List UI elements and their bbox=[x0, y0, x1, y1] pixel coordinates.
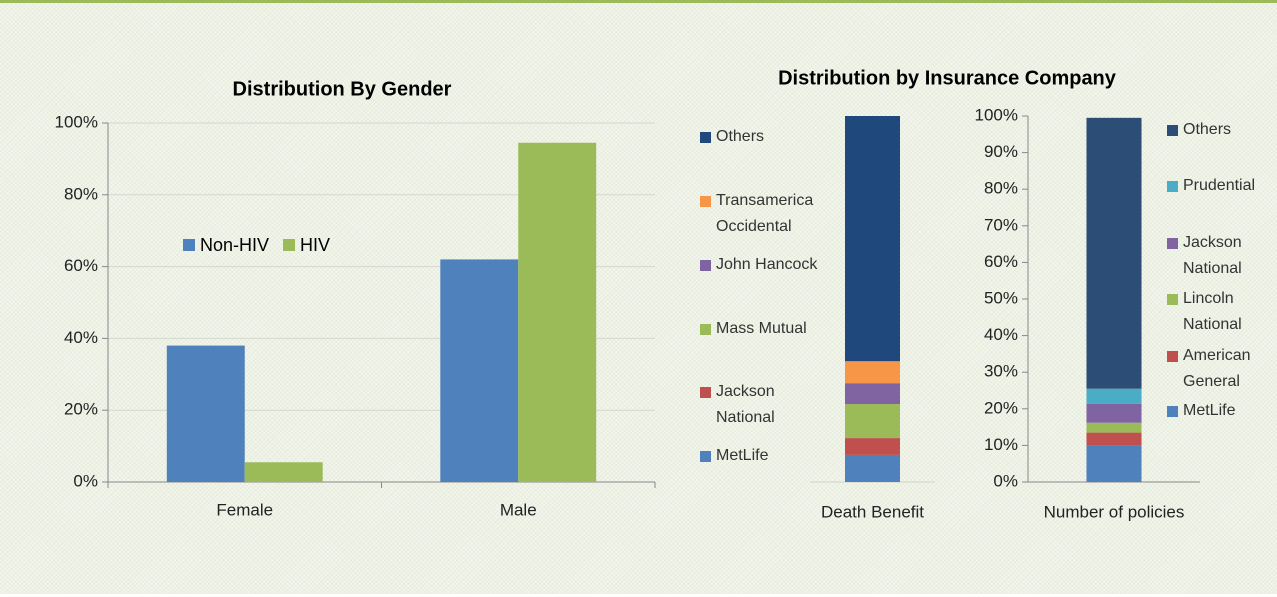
legend-label: Transamerica Occidental bbox=[716, 192, 814, 235]
legend-swatch bbox=[700, 324, 711, 335]
y-tick-label: 40% bbox=[64, 328, 98, 347]
legend-swatch bbox=[700, 132, 711, 143]
legend-label: Others bbox=[716, 128, 765, 145]
legend-swatch bbox=[700, 451, 711, 462]
legend-label: Jackson National bbox=[1183, 234, 1242, 277]
y-tick-label: 100% bbox=[975, 105, 1018, 124]
y-tick-label: 80% bbox=[64, 184, 98, 203]
legend-swatch bbox=[283, 239, 296, 251]
bar-segment bbox=[845, 383, 900, 405]
bar bbox=[166, 345, 245, 482]
bar-segment bbox=[845, 404, 900, 439]
x-tick-label: Death Benefit bbox=[821, 502, 924, 521]
x-tick-label: Number of policies bbox=[1044, 502, 1185, 521]
bar-segment bbox=[1086, 432, 1142, 446]
legend-item: Others bbox=[700, 124, 835, 150]
legend-item: Transamerica Occidental bbox=[700, 188, 835, 240]
legend-label: American General bbox=[1183, 347, 1251, 390]
legend-label: MetLife bbox=[716, 447, 769, 464]
y-tick-label: 0% bbox=[993, 471, 1018, 490]
bar bbox=[518, 142, 597, 482]
legend-swatch bbox=[1167, 351, 1178, 362]
y-tick-label: 80% bbox=[984, 179, 1018, 198]
chart-title: Distribution By Gender bbox=[233, 78, 452, 100]
legend-label: Others bbox=[1183, 121, 1232, 138]
legend-item: American General bbox=[1167, 343, 1267, 395]
legend-label: Prudential bbox=[1183, 177, 1256, 194]
bar-segment bbox=[845, 116, 900, 362]
chart-title: Distribution by Insurance Company bbox=[778, 67, 1117, 89]
bar-segment bbox=[1086, 422, 1142, 433]
legend: Non-HIV HIV bbox=[183, 232, 330, 258]
y-tick-label: 60% bbox=[984, 252, 1018, 271]
legend-item: Lincoln National bbox=[1167, 286, 1267, 338]
legend-swatch bbox=[1167, 294, 1178, 305]
y-tick-label: 20% bbox=[64, 400, 98, 419]
bar-segment bbox=[1086, 388, 1142, 404]
x-tick-label: Male bbox=[500, 500, 537, 519]
legend-label: Mass Mutual bbox=[716, 320, 807, 337]
y-tick-label: 60% bbox=[64, 256, 98, 275]
bar-segment bbox=[1086, 403, 1142, 423]
legend-item: Jackson National bbox=[1167, 230, 1267, 282]
legend-item: Non-HIV bbox=[183, 232, 269, 258]
bar-segment bbox=[845, 454, 900, 482]
y-tick-label: 50% bbox=[984, 288, 1018, 307]
legend-item: Jackson National bbox=[700, 379, 835, 431]
legend-item: Mass Mutual bbox=[700, 316, 835, 342]
bar bbox=[244, 462, 323, 482]
legend-label: Lincoln National bbox=[1183, 290, 1242, 333]
legend-swatch bbox=[183, 239, 195, 251]
legend-label: John Hancock bbox=[716, 256, 818, 273]
bar-segment bbox=[1086, 117, 1142, 389]
legend-label: HIV bbox=[300, 235, 331, 255]
bar-segment bbox=[1086, 445, 1142, 482]
legend-swatch bbox=[700, 387, 711, 398]
legend-item: HIV bbox=[283, 232, 330, 258]
legend-label: MetLife bbox=[1183, 402, 1236, 419]
bar-segment bbox=[845, 438, 900, 455]
y-tick-label: 40% bbox=[984, 325, 1018, 344]
legend-item: Prudential bbox=[1167, 173, 1267, 199]
legend-swatch bbox=[700, 260, 711, 271]
legend-item: MetLife bbox=[1167, 398, 1267, 424]
legend-swatch bbox=[700, 196, 711, 207]
bar-segment bbox=[845, 361, 900, 384]
legend-label: Non-HIV bbox=[200, 235, 270, 255]
legend-swatch bbox=[1167, 125, 1178, 136]
y-tick-label: 10% bbox=[984, 435, 1018, 454]
legend-label: Jackson National bbox=[716, 383, 775, 426]
y-tick-label: 90% bbox=[984, 142, 1018, 161]
charts: Distribution By Gender 0% 20% 40% 60% 80% 100%… bbox=[55, 67, 1200, 521]
y-tick-label: 30% bbox=[984, 362, 1018, 381]
x-tick-label: Female bbox=[216, 500, 273, 519]
y-tick-label: 20% bbox=[984, 398, 1018, 417]
legend-swatch bbox=[1167, 406, 1178, 417]
y-tick-label: 100% bbox=[55, 112, 98, 131]
legend-swatch bbox=[1167, 238, 1178, 249]
legend-item: MetLife bbox=[700, 443, 835, 469]
y-tick-label: 70% bbox=[984, 215, 1018, 234]
legend-item: Others bbox=[1167, 117, 1267, 143]
y-tick-label: 0% bbox=[73, 471, 98, 490]
legend-item: John Hancock bbox=[700, 252, 835, 278]
legend-swatch bbox=[1167, 181, 1178, 192]
bar bbox=[440, 259, 519, 482]
